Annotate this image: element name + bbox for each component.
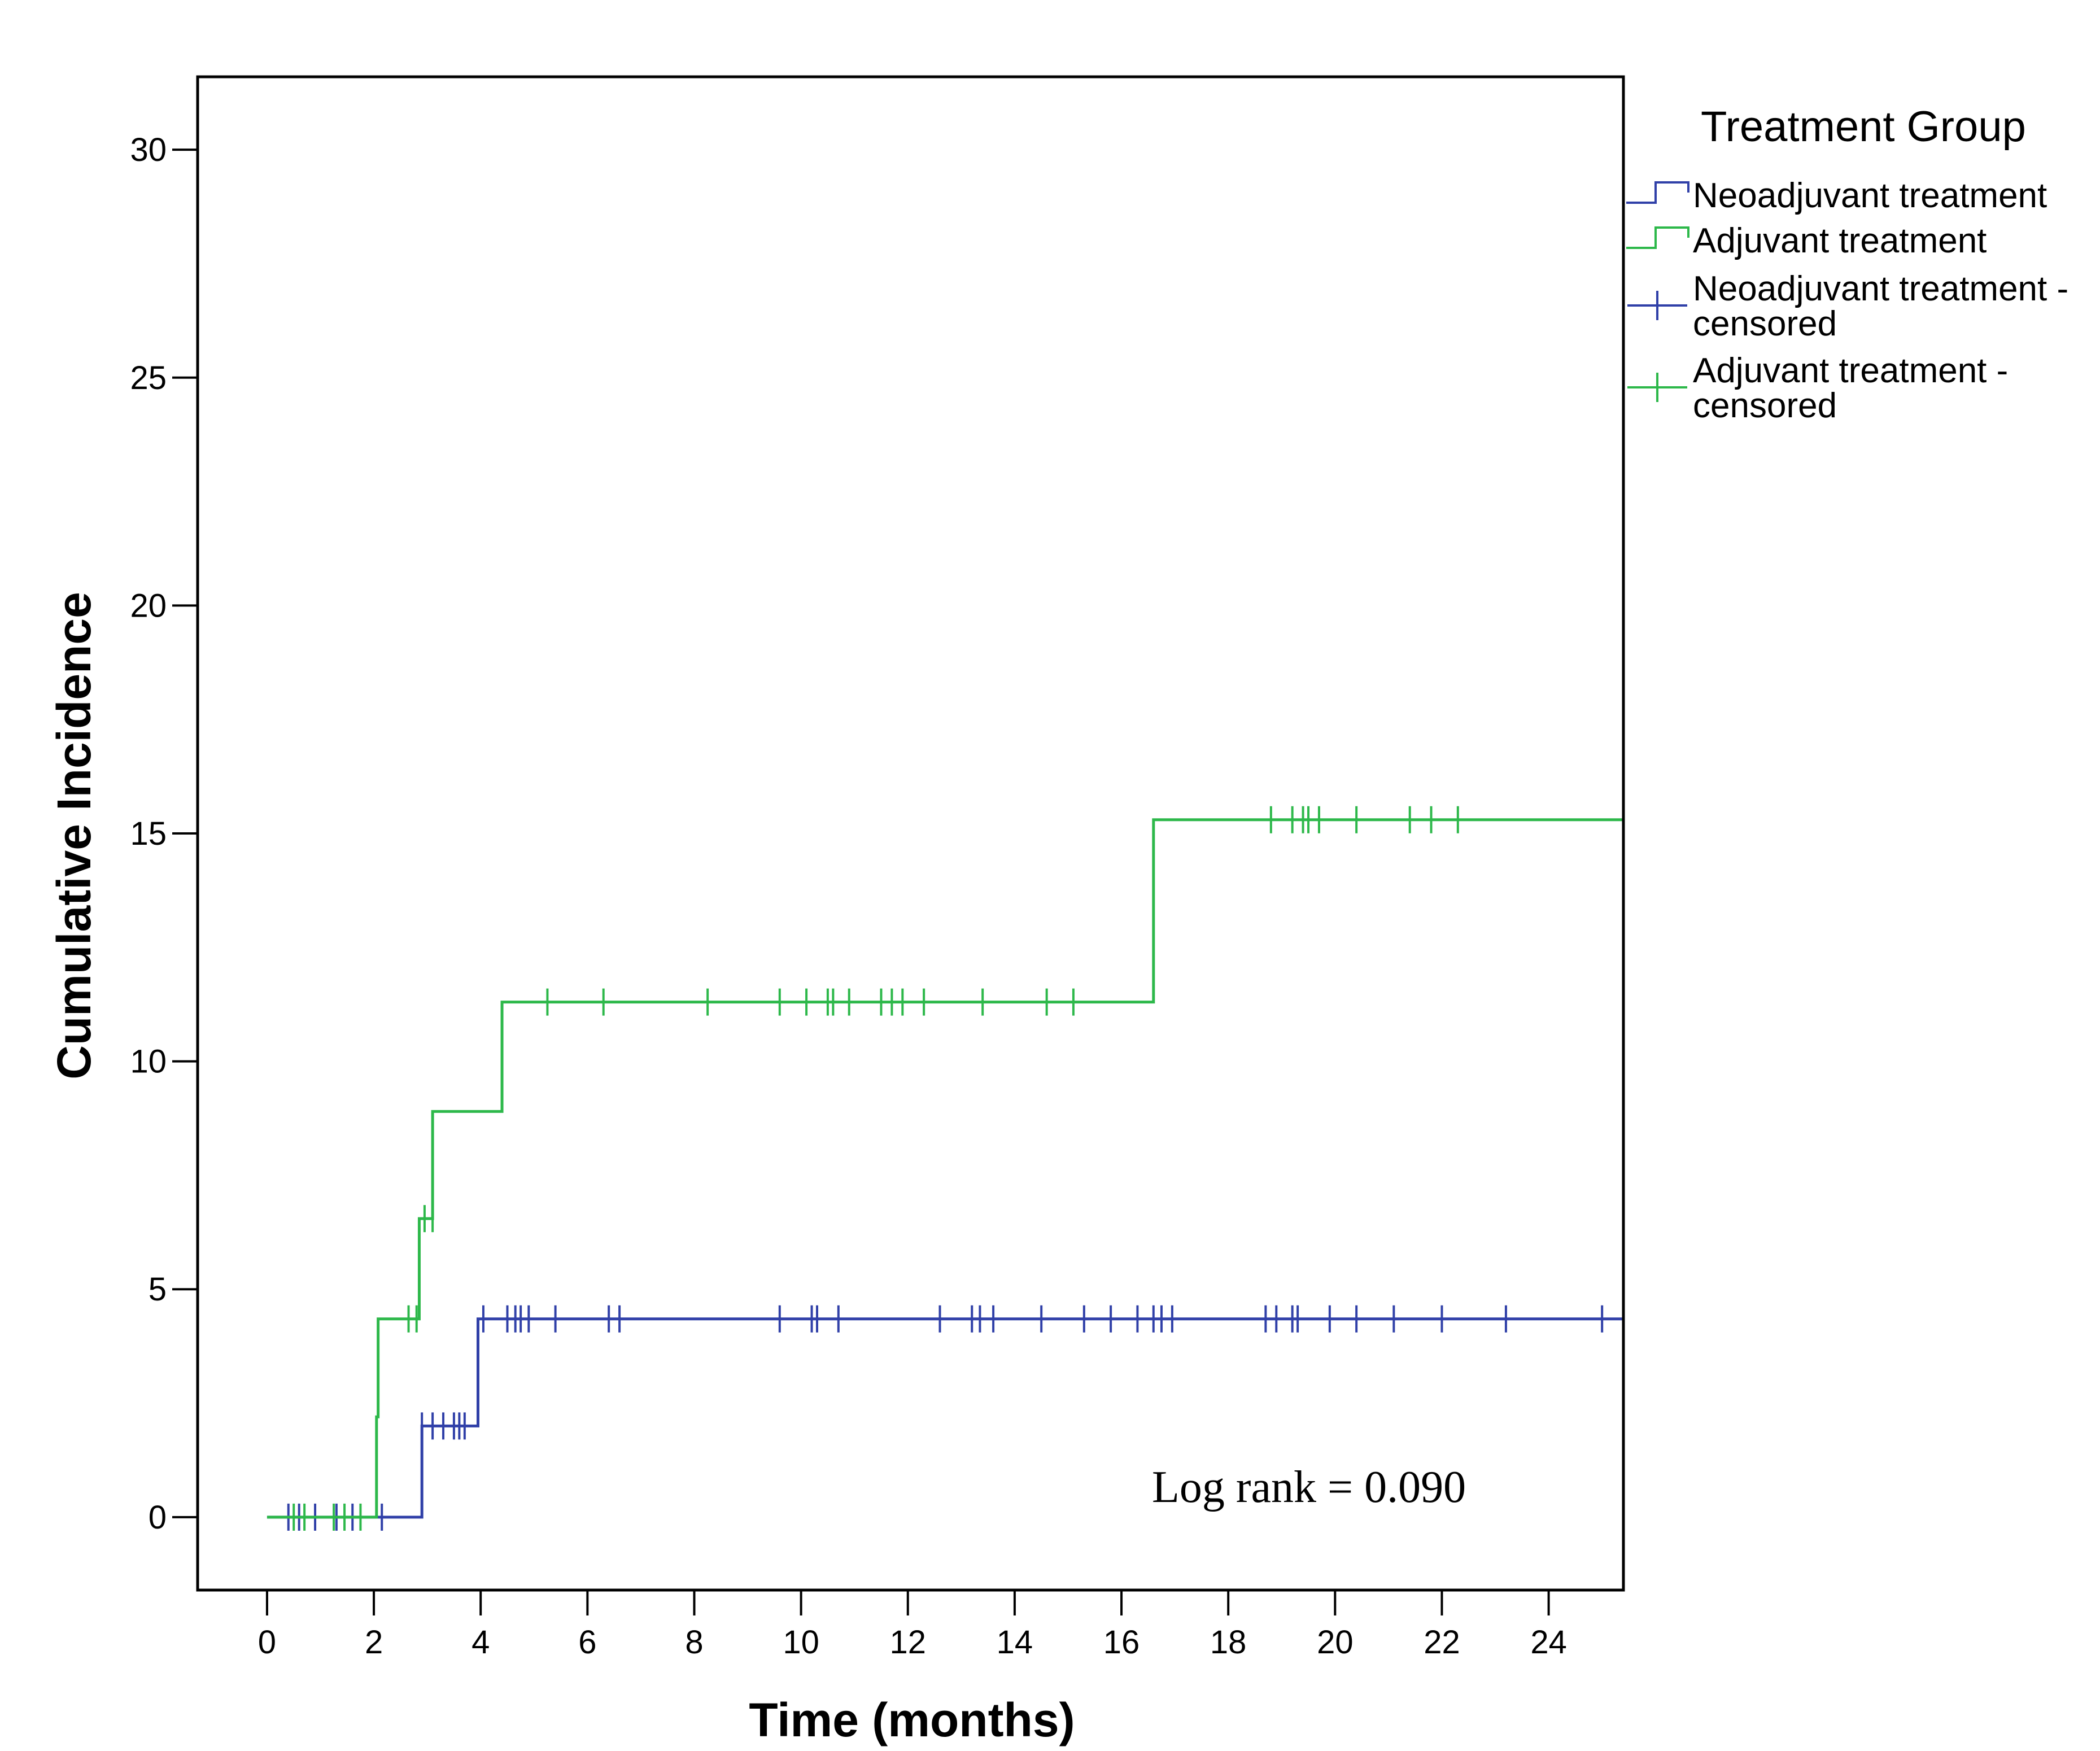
y-axis-title: Cumulative Incidence [47, 592, 101, 1080]
plot-frame [196, 75, 1625, 1592]
y-tick-label: 30 [130, 132, 167, 168]
y-axis: 0 5 10 15 20 25 30 [130, 132, 198, 1536]
series-line-adjuvant [267, 818, 1623, 1519]
legend: Treatment Group Neoadjuvant treatment Adj… [1626, 103, 2068, 425]
log-rank-annotation: Log rank = 0.090 [1152, 1462, 1466, 1512]
x-tick-label: 2 [365, 1624, 383, 1661]
plot-area [267, 806, 1623, 1531]
x-tick-label: 16 [1103, 1624, 1140, 1661]
legend-symbol-neoadjuvant [1626, 181, 1689, 204]
x-tick-label: 24 [1530, 1624, 1567, 1661]
x-tick-label: 14 [997, 1624, 1033, 1661]
x-tick-label: 12 [890, 1624, 927, 1661]
y-tick-label: 10 [130, 1043, 167, 1080]
legend-label: censored [1693, 304, 1837, 343]
x-axis-title: Time (months) [749, 1693, 1075, 1746]
x-tick-label: 6 [578, 1624, 596, 1661]
legend-label: Neoadjuvant treatment [1693, 176, 2047, 215]
y-tick-label: 25 [130, 360, 167, 396]
x-tick-label: 8 [685, 1624, 703, 1661]
legend-label: Adjuvant treatment - [1693, 351, 2008, 390]
y-tick-label: 5 [149, 1271, 167, 1308]
legend-label: censored [1693, 386, 1837, 425]
y-tick-label: 20 [130, 587, 167, 624]
x-tick-label: 18 [1210, 1624, 1247, 1661]
x-tick-label: 22 [1424, 1624, 1460, 1661]
x-tick-label: 20 [1317, 1624, 1354, 1661]
legend-title: Treatment Group [1701, 103, 2026, 151]
x-tick-label: 0 [258, 1624, 276, 1661]
legend-label: Adjuvant treatment [1693, 221, 1987, 260]
x-axis: 0 2 4 6 8 10 12 14 16 18 20 22 24 [258, 1590, 1567, 1661]
y-tick-label: 15 [130, 815, 167, 852]
series-line-neoadjuvant [267, 1317, 1623, 1519]
legend-label: Neoadjuvant treatment - [1693, 269, 2068, 308]
y-tick-label: 0 [149, 1499, 167, 1536]
x-tick-label: 4 [471, 1624, 490, 1661]
legend-symbol-adjuvant [1626, 226, 1689, 249]
x-tick-label: 10 [783, 1624, 819, 1661]
